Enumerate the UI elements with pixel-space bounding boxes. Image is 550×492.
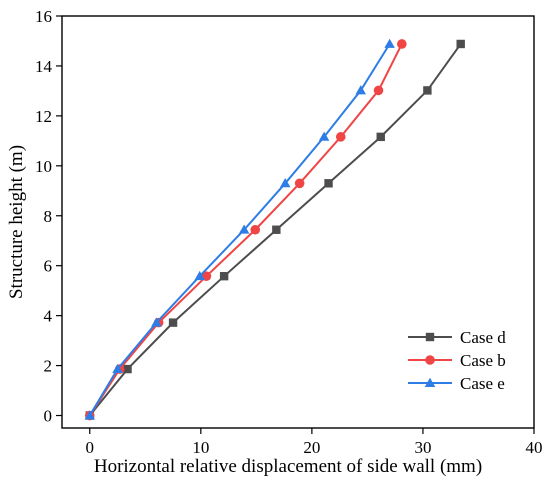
data-point-triangle <box>151 317 162 327</box>
data-point-triangle <box>84 410 96 420</box>
x-tick-label: 20 <box>303 438 320 457</box>
x-tick-label: 30 <box>414 438 431 457</box>
data-point-square <box>376 132 385 142</box>
legend-item: Case b <box>408 351 506 370</box>
y-tick-label: 8 <box>44 207 53 226</box>
plot-frame <box>61 15 535 429</box>
y-tick-label: 12 <box>35 107 52 126</box>
y-tick-label: 4 <box>44 307 53 326</box>
x-tick-label: 40 <box>526 438 543 457</box>
data-point-triangle <box>238 224 250 234</box>
x-axis-title: Horizontal relative displacement of side… <box>94 456 482 477</box>
data-point-triangle <box>112 363 123 374</box>
data-point-square <box>123 364 132 374</box>
y-tick-label: 6 <box>44 257 53 276</box>
data-point-square <box>168 318 178 327</box>
x-tick-label: 0 <box>86 438 95 457</box>
data-point-circle <box>425 355 435 365</box>
data-point-circle <box>294 178 305 189</box>
data-point-square <box>219 271 229 281</box>
y-tick-label: 0 <box>44 407 53 426</box>
data-point-square <box>425 332 435 342</box>
data-point-triangle <box>318 131 330 141</box>
y-tick-label: 16 <box>35 7 52 26</box>
data-point-circle <box>335 132 346 142</box>
legend-item: Case d <box>408 328 506 347</box>
series-case-e <box>84 38 395 420</box>
data-point-square <box>272 225 281 234</box>
data-point-triangle <box>279 178 291 188</box>
series-case-b <box>84 39 407 421</box>
series-case-d <box>85 39 465 420</box>
y-axis-title: Structure height (m) <box>6 145 27 299</box>
data-point-square <box>324 179 333 188</box>
data-point-triangle <box>384 38 395 48</box>
data-point-triangle <box>194 270 205 281</box>
y-tick-label: 10 <box>35 157 52 176</box>
data-point-circle <box>397 39 407 49</box>
legend-label: Case d <box>460 328 506 347</box>
data-point-square <box>456 39 465 49</box>
y-tick-label: 14 <box>35 57 53 76</box>
legend-item: Case e <box>408 374 505 393</box>
data-point-triangle <box>424 377 436 387</box>
y-tick-label: 2 <box>44 357 53 376</box>
legend: Case d Case b Case e <box>408 328 506 393</box>
legend-label: Case e <box>460 374 505 393</box>
data-point-square <box>423 86 432 95</box>
x-tick-label: 10 <box>192 438 209 457</box>
data-point-circle <box>373 85 384 96</box>
legend-label: Case b <box>460 351 506 370</box>
data-point-circle <box>250 224 261 235</box>
data-point-triangle <box>355 85 366 95</box>
series-line <box>88 43 391 417</box>
